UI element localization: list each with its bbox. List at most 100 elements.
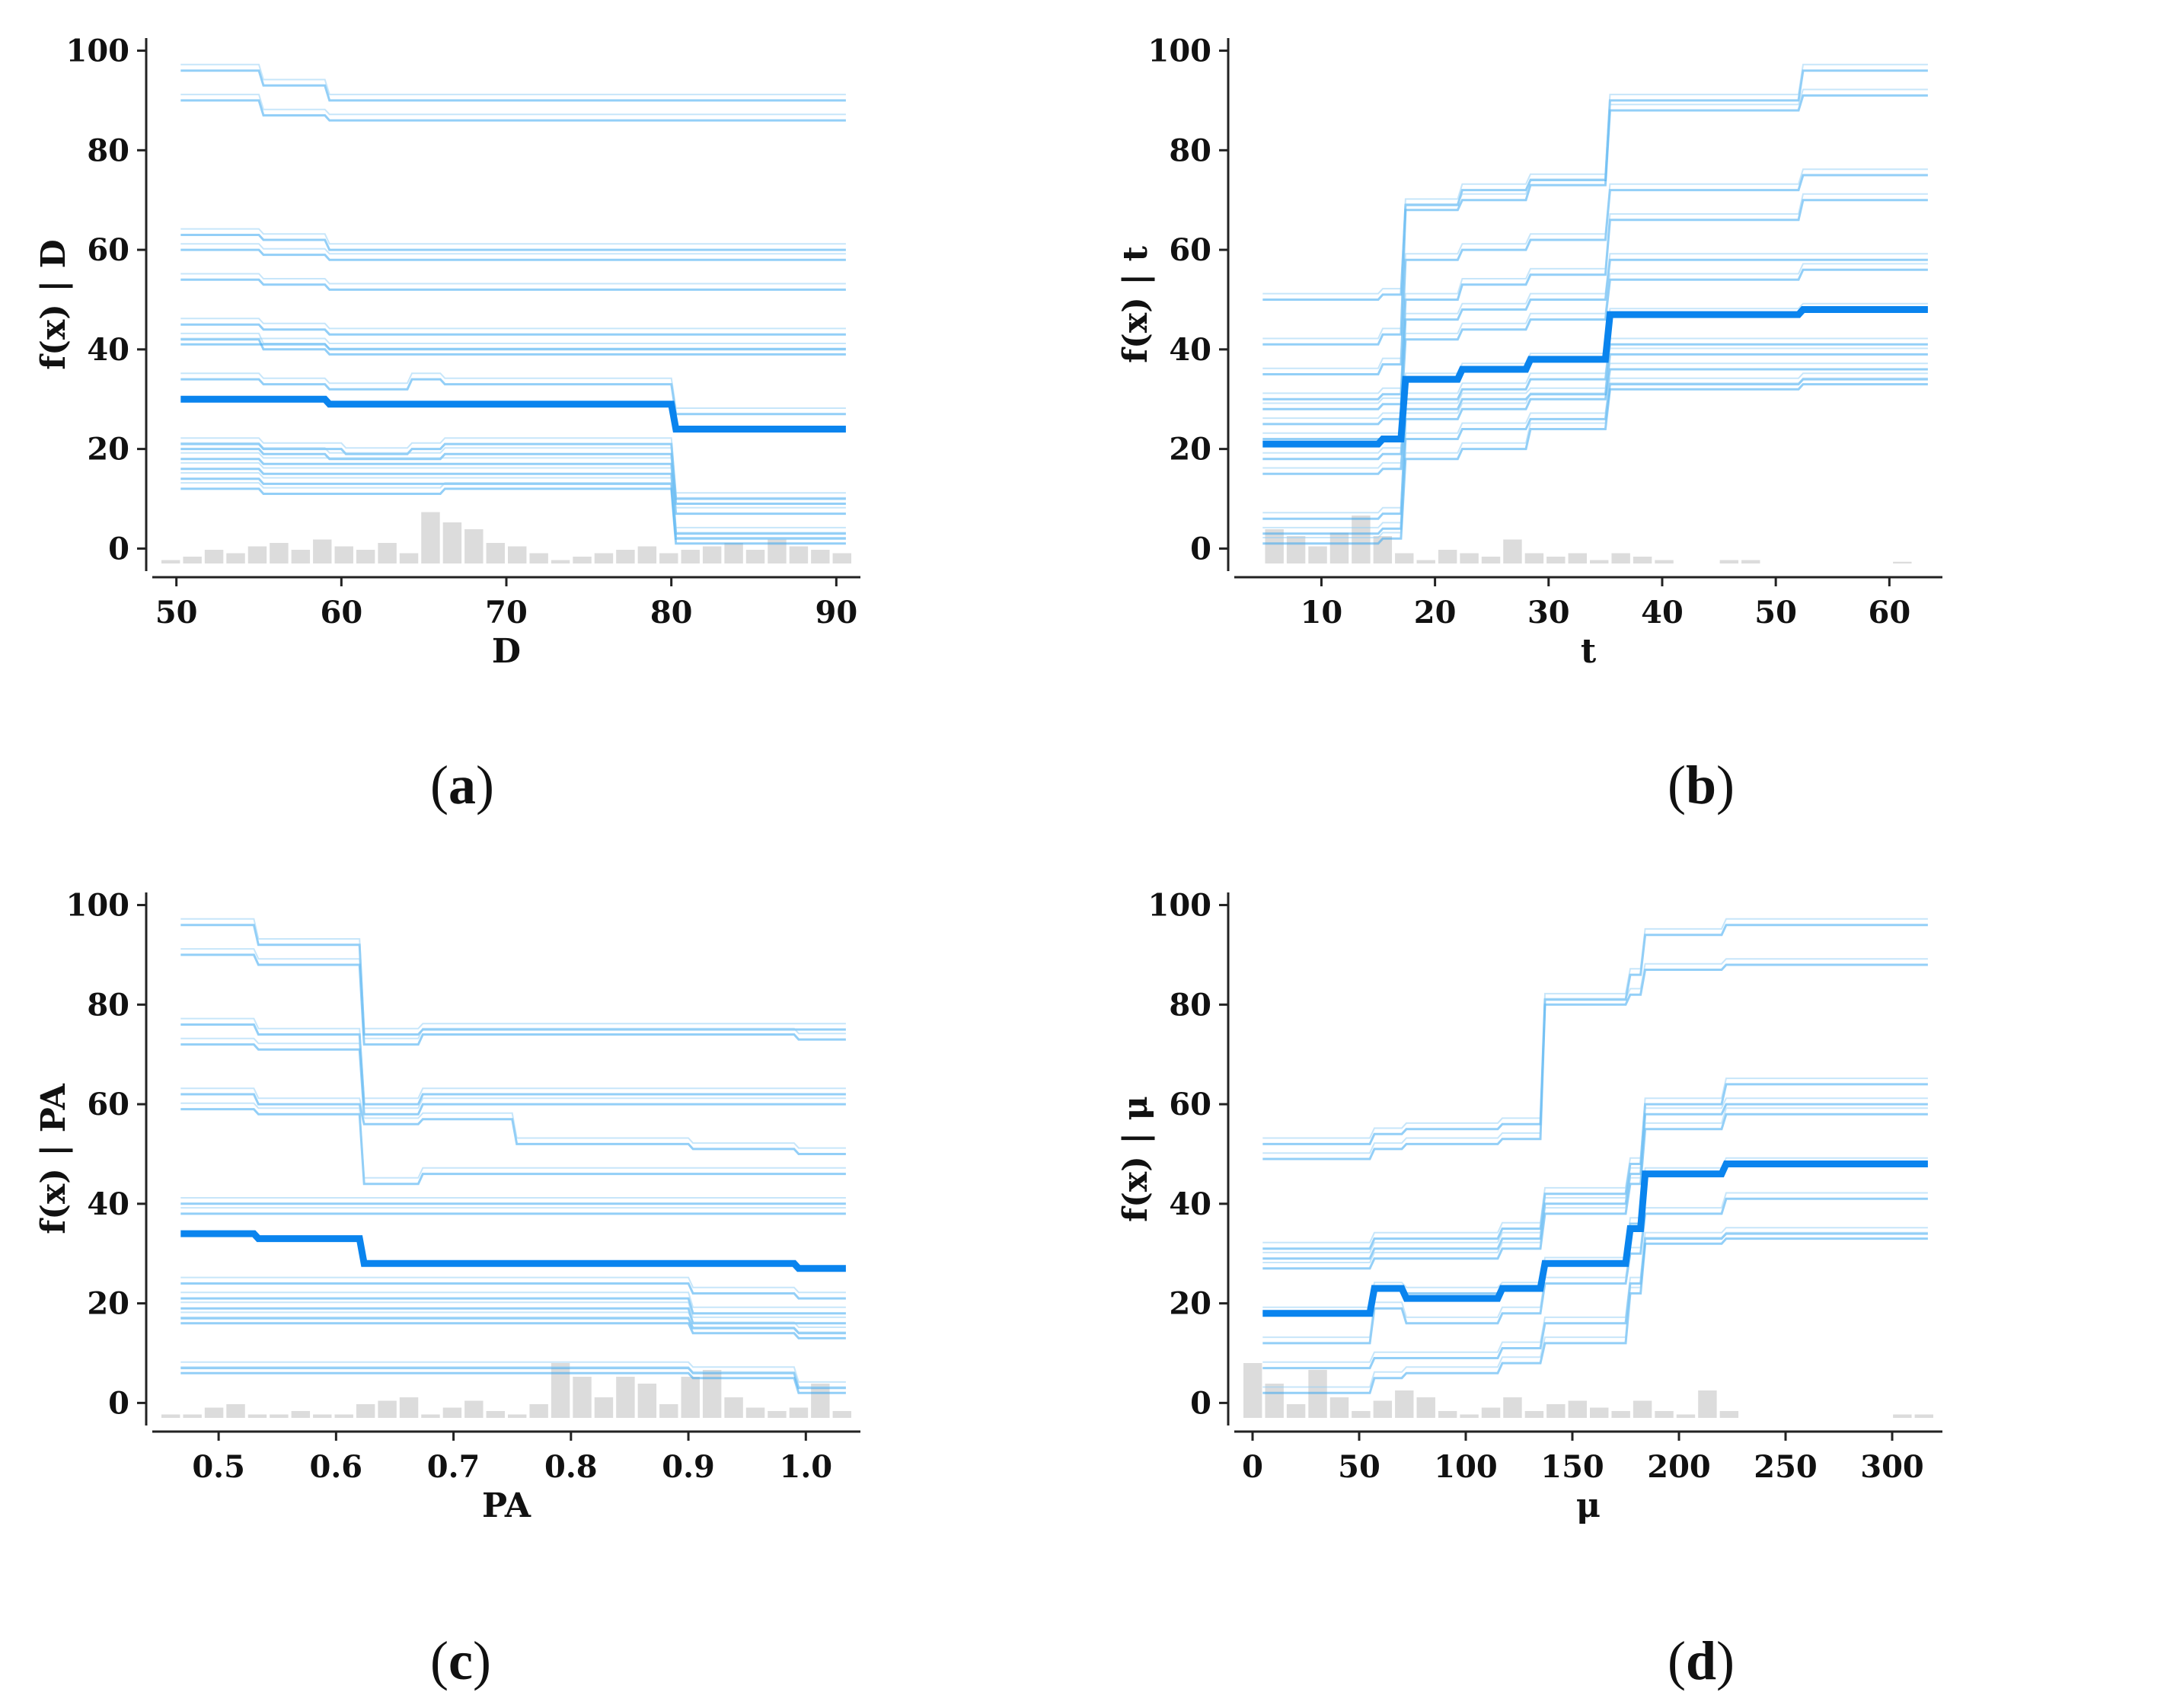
- ice-line: [1262, 958, 1928, 1154]
- caption-c: (c): [430, 1630, 491, 1691]
- histogram-bar: [745, 550, 765, 563]
- ice-line: [1262, 377, 1928, 538]
- histogram-bar: [1481, 1407, 1501, 1418]
- ice-line: [1262, 253, 1928, 404]
- x-tick-label: 0.5: [192, 1449, 245, 1485]
- ice-line: [1262, 168, 1928, 369]
- histogram-bar: [226, 1404, 245, 1418]
- ice-lines: [1262, 63, 1928, 545]
- histogram: [161, 512, 851, 563]
- ice-line: [1262, 353, 1928, 475]
- y-tick-label: 100: [1148, 34, 1212, 69]
- histogram-bar: [1481, 557, 1501, 563]
- x-tick-label: 60: [1868, 595, 1910, 631]
- caption-b: (b): [1668, 755, 1735, 816]
- ice-line: [180, 1102, 846, 1179]
- y-tick-label: 40: [87, 332, 129, 368]
- ice-line: [180, 278, 846, 291]
- histogram-bar: [724, 1397, 743, 1418]
- histogram-bar: [508, 1414, 527, 1418]
- caption-d-letter: d: [1685, 1630, 1717, 1691]
- y-tick-label: 0: [1190, 531, 1211, 567]
- histogram-bar: [464, 1400, 484, 1418]
- histogram-bar: [724, 543, 743, 563]
- caption-d: (d): [1668, 1630, 1735, 1691]
- y-tick-label: 100: [66, 888, 130, 924]
- ice-line: [180, 1316, 846, 1333]
- histogram-bar: [681, 550, 700, 563]
- x-tick-label: 40: [1641, 595, 1684, 631]
- histogram-bar: [659, 553, 678, 563]
- ice-line: [1262, 337, 1928, 454]
- histogram-bar: [313, 539, 332, 563]
- ice-line: [1262, 258, 1928, 410]
- average-line: [1262, 306, 1928, 448]
- histogram-bar: [768, 1411, 787, 1418]
- ice-line: [1262, 1231, 1928, 1388]
- histogram-bar: [1352, 1411, 1371, 1418]
- y-tick-label: 60: [1169, 1087, 1211, 1122]
- histogram-bar: [811, 1384, 830, 1418]
- histogram-bar: [1546, 1404, 1566, 1418]
- y-axis-label: f(x) | D: [34, 239, 73, 370]
- histogram-bar: [1893, 1414, 1912, 1418]
- histogram-bar: [1329, 1397, 1349, 1418]
- ice-line: [180, 1043, 846, 1116]
- y-tick-label: 80: [87, 132, 129, 168]
- histogram-bar: [1460, 1414, 1479, 1418]
- histogram-bar: [334, 1414, 353, 1418]
- histogram-bar: [1741, 560, 1760, 563]
- histogram-bar: [1265, 529, 1284, 563]
- histogram-bar: [1655, 560, 1674, 563]
- histogram-bar: [1611, 1411, 1630, 1418]
- ice-line: [1262, 1107, 1928, 1263]
- histogram-bar: [1633, 557, 1652, 563]
- ice-line: [1262, 1077, 1928, 1243]
- x-tick-label: 0.9: [662, 1449, 715, 1485]
- histogram-bar: [1395, 1390, 1414, 1418]
- ice-line: [180, 487, 846, 545]
- x-tick-label: 20: [1414, 595, 1457, 631]
- histogram-bar: [378, 543, 397, 563]
- histogram-bar: [1438, 1411, 1457, 1418]
- y-tick-label: 60: [1169, 232, 1211, 268]
- ice-line: [180, 1297, 846, 1315]
- histogram-bar: [1524, 1411, 1544, 1418]
- x-tick-label: 250: [1754, 1449, 1818, 1485]
- y-tick-label: 40: [1169, 1186, 1211, 1222]
- ice-line: [180, 472, 846, 534]
- y-tick-label: 20: [87, 1286, 129, 1322]
- ice-line: [180, 477, 846, 540]
- histogram-bar: [1698, 1390, 1717, 1418]
- ice-line: [1262, 372, 1928, 528]
- histogram-bar: [1590, 560, 1609, 563]
- ice-line: [1262, 88, 1928, 340]
- ice-line: [180, 1307, 846, 1325]
- histogram-bar: [1524, 553, 1544, 563]
- x-tick-label: 0.6: [310, 1449, 363, 1485]
- histogram-bar: [356, 550, 375, 563]
- histogram-bar: [378, 1400, 397, 1418]
- histogram-bar: [1416, 1397, 1435, 1418]
- histogram-bar: [464, 529, 484, 563]
- x-tick-label: 0: [1242, 1449, 1263, 1485]
- ice-line: [1262, 63, 1928, 295]
- histogram-bar: [637, 546, 657, 563]
- histogram-bar: [1460, 553, 1479, 563]
- y-tick-label: 100: [66, 34, 130, 69]
- y-tick-label: 80: [87, 987, 129, 1023]
- average-line: [1262, 1160, 1928, 1317]
- histogram-bar: [1719, 1411, 1739, 1418]
- ice-line: [180, 452, 846, 509]
- histogram-bar: [270, 1414, 289, 1418]
- histogram-bar: [1503, 539, 1522, 563]
- ice-line: [1262, 1192, 1928, 1339]
- histogram-bar: [1373, 1400, 1393, 1418]
- ice-line: [1262, 174, 1928, 375]
- x-tick-label: 70: [485, 595, 528, 631]
- caption-a: (a): [430, 755, 494, 816]
- ice-line: [1262, 1237, 1928, 1394]
- x-tick-label: 50: [1754, 595, 1797, 631]
- ice-line: [1262, 199, 1928, 401]
- histogram-bar: [1546, 557, 1566, 563]
